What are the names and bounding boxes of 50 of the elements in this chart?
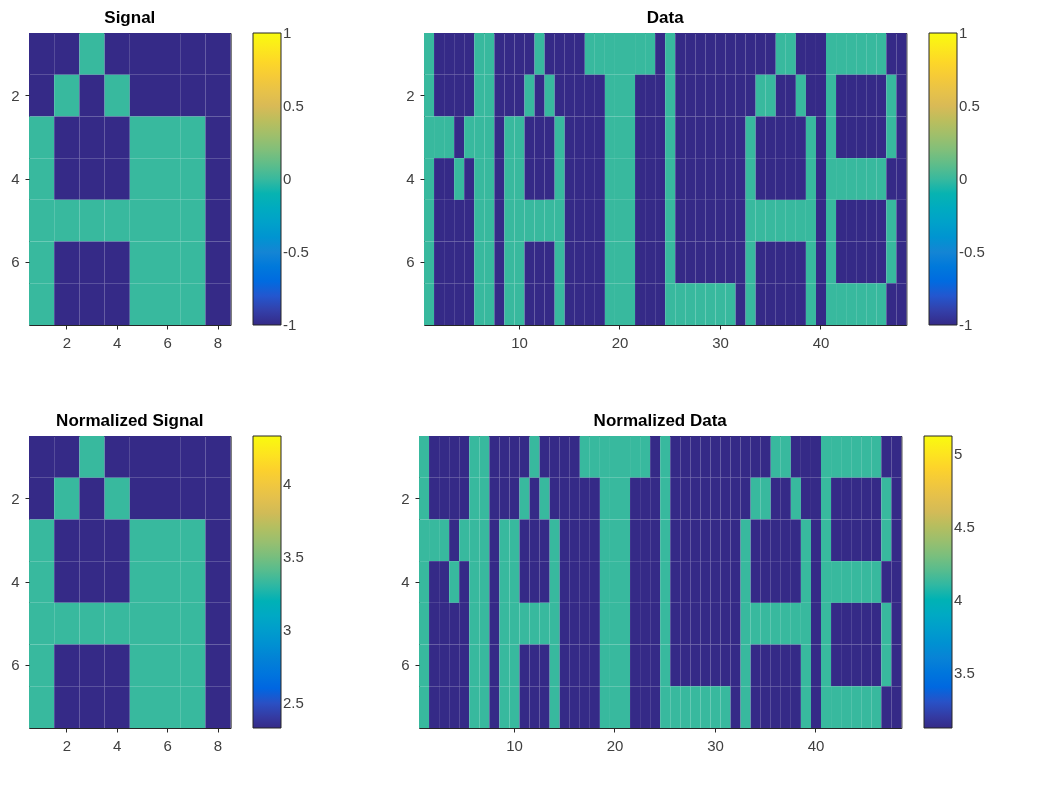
color-bar-label: 0.5 [283,97,304,114]
color-bar-label: 3 [283,621,292,639]
y-tick-label: 2 [11,86,20,104]
y-tick-label: 6 [406,253,415,271]
x-tick-label: 40 [812,333,830,351]
x-tick-label: 6 [163,333,172,351]
x-tick-label: 2 [62,736,71,754]
color-bar-label: 4 [283,475,292,493]
x-tick-label: 30 [707,736,724,754]
x-tick-label: 4 [113,736,122,754]
color-bar-label: 0.5 [959,97,980,114]
chart-title: Data [646,8,685,27]
x-tick-label: 8 [213,333,223,351]
chart-title: Normalized Data [593,411,728,430]
y-tick-label: 6 [401,656,410,674]
color-bar-label: 5 [954,444,963,462]
x-tick-label: 2 [62,333,71,351]
color-bar-label: 3.5 [283,548,304,566]
color-bar-label: -0.5 [959,243,985,260]
chart-title: Signal [104,8,156,27]
x-tick-label: 20 [606,736,624,754]
color-bar-label: 3.5 [954,663,975,681]
y-tick-label: 4 [11,573,20,590]
y-tick-label: 2 [406,86,415,104]
x-tick-label: 4 [113,333,122,351]
y-tick-label: 6 [11,656,20,674]
y-tick-label: 2 [401,489,410,507]
x-tick-label: 8 [213,736,223,754]
y-tick-label: 2 [11,489,20,507]
color-bar-label: 2.5 [283,694,304,712]
y-tick-label: 4 [406,170,415,187]
y-tick-label: 4 [11,170,20,187]
color-bar-label: 4.5 [954,517,975,535]
x-tick-label: 20 [611,333,629,351]
color-bar-label: -0.5 [283,243,309,260]
color-bar-label: 4 [954,590,963,608]
color-bar-label: -1 [959,316,973,333]
x-tick-label: 6 [163,736,172,754]
y-tick-label: 4 [401,573,410,590]
chart-title: Normalized Signal [56,411,204,430]
color-bar-label: 1 [959,24,968,41]
color-bar-label: 0 [959,170,968,187]
color-bar-label: -1 [283,316,297,333]
x-tick-label: 30 [712,333,729,351]
x-tick-label: 40 [807,736,825,754]
x-tick-label: 10 [506,736,523,754]
y-tick-label: 6 [11,253,20,271]
x-tick-label: 10 [511,333,528,351]
color-bar-label: 1 [283,24,292,41]
color-bar-label: 0 [283,170,292,187]
